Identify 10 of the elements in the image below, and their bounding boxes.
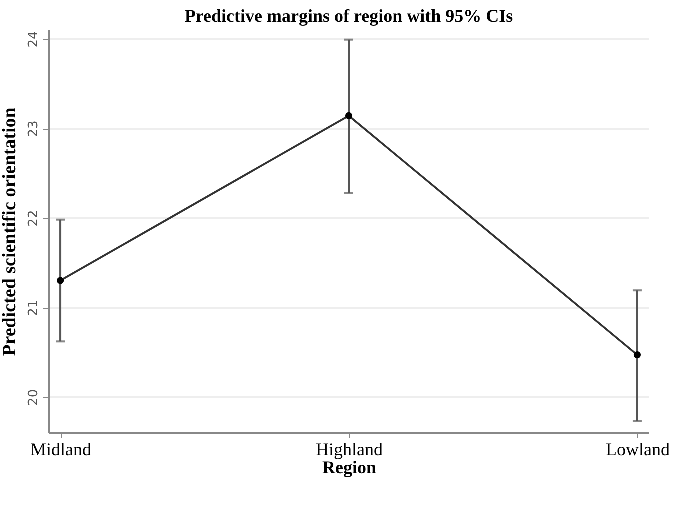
x-tick-label: Midland: [30, 440, 92, 460]
x-tick-label: Highland: [316, 440, 383, 460]
y-tick-label: 24: [26, 31, 42, 48]
y-axis-title: Predicted scientific orientation: [0, 107, 20, 356]
y-tick-label: 23: [26, 120, 42, 138]
y-tick-label: 22: [26, 210, 42, 227]
y-tick-label: 21: [26, 300, 42, 316]
x-tick-label: Lowland: [606, 440, 670, 460]
y-tick-label: 20: [26, 389, 42, 406]
chart-title: Predictive margins of region with 95% CIs: [184, 6, 514, 26]
